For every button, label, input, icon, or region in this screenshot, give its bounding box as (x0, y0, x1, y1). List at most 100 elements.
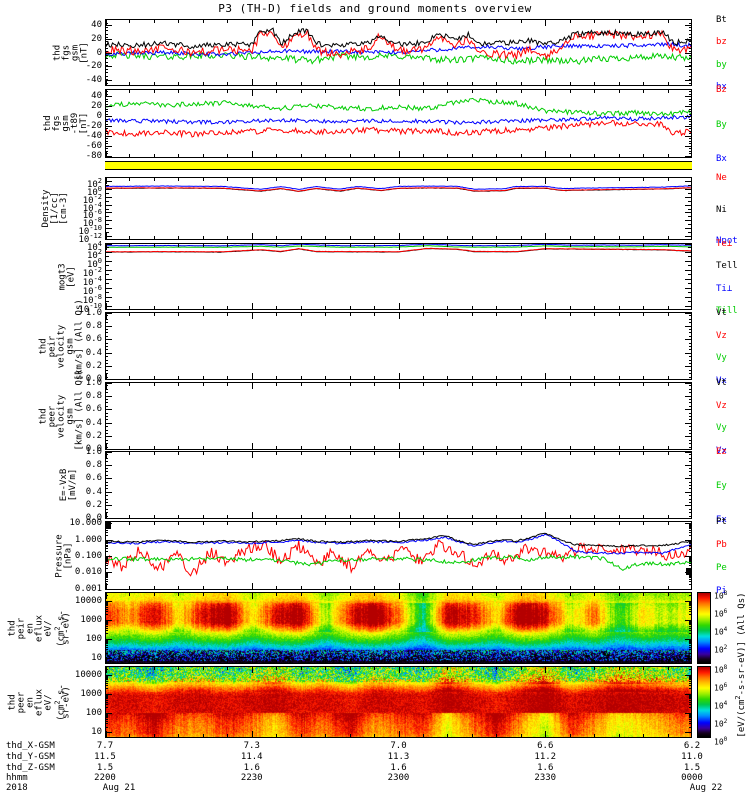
colorbar-peer (697, 666, 711, 738)
legend-Tell: Tell (716, 261, 738, 272)
legend-Till: Till (716, 306, 738, 316)
y-tick-label: 102 (86, 176, 102, 190)
panel-pressure (105, 521, 692, 590)
y-tick-label: 10-8 (82, 292, 102, 306)
y-tick-label: 104 (86, 240, 102, 253)
panel-spec_peir (105, 592, 692, 664)
y-tick-label: 10 (91, 727, 102, 738)
axis-value: 0000 (681, 773, 703, 783)
y-tick-label: 1.000 (74, 534, 102, 545)
y-tick-label: 40 (91, 19, 102, 30)
y-tick-label: 100 (85, 708, 102, 719)
y-tick-label: 0.0 (85, 444, 102, 454)
axis-label-fgs_t89: thd fgs gsm -t89 [nT] (42, 112, 89, 135)
y-tick-label: 0.4 (85, 417, 102, 428)
colorbar-tick-label: 102 (714, 644, 728, 655)
y-tick-label: -80 (85, 150, 102, 161)
y-tick-label: 40 (91, 91, 102, 102)
panel-fgs_t89 (105, 89, 692, 158)
quality-flag-bar (105, 161, 692, 170)
axis-row-label-thd_Y-GSM: thd_Y-GSM (6, 752, 55, 762)
y-tick-label: 0.0 (85, 513, 102, 523)
panel-vel_peer (105, 382, 692, 450)
colorbar-tick-label: 100 (714, 736, 728, 747)
legend-Bx: Bx (716, 154, 727, 164)
y-tick-label: 0.8 (85, 390, 102, 401)
spectrogram-spec_peir (105, 592, 692, 664)
panel-vel_peir (105, 312, 692, 380)
axis-value: 1.6 (243, 763, 260, 773)
spectrogram-spec_peer (105, 666, 692, 738)
y-tick-label: 10-2 (82, 192, 102, 206)
y-tick-label: 0.8 (85, 459, 102, 470)
colorbar-tick-label: 102 (714, 718, 728, 729)
legend-Vy: Vy (716, 353, 727, 364)
y-tick-label: 0.4 (85, 347, 102, 358)
y-tick-label: 0.6 (85, 334, 102, 345)
series-Pi (105, 533, 692, 555)
axis-value: 11.4 (240, 752, 263, 762)
legend-Te⊥: Te⊥ (716, 239, 733, 249)
legend-Vx: Vx (716, 446, 727, 456)
series-Te⊥ (105, 247, 692, 253)
panel-mogt3 (105, 243, 692, 310)
axis-row-label-2018: 2018 (6, 783, 28, 793)
legend-Pb: Pb (716, 540, 727, 550)
axis-value: 6.2 (683, 741, 701, 751)
y-tick-label: 10 (91, 653, 102, 664)
y-tick-label: 20 (91, 33, 102, 44)
panel-fgs (105, 19, 692, 86)
axis-value: 11.3 (387, 752, 410, 762)
y-tick-label: 10-4 (82, 274, 102, 288)
y-tick-label: 0.001 (74, 583, 102, 594)
axis-value: 7.3 (243, 741, 260, 751)
legend-Ez: Ez (716, 447, 727, 457)
axis-value: Aug 22 (689, 783, 723, 793)
y-tick-label: 0.4 (85, 486, 102, 497)
axis-value: 11.0 (681, 752, 703, 762)
panel-spec_peer (105, 666, 692, 738)
y-tick-label: 0.100 (74, 551, 102, 562)
colorbar-tick-label: 108 (714, 664, 728, 675)
legend-Vt: Vt (716, 308, 727, 318)
legend-Pi: Pi (716, 586, 727, 596)
legend-Vt: Vt (716, 378, 727, 388)
axis-value: 2230 (240, 773, 263, 783)
colorbar-tick-label: 104 (714, 626, 728, 637)
series-Pe (105, 553, 692, 572)
y-tick-label: 10-10 (78, 301, 103, 315)
colorbar-tick-label: 106 (714, 608, 728, 619)
axis-value: 6.6 (537, 741, 554, 751)
axis-value: 2200 (94, 773, 116, 783)
series-bx (105, 41, 692, 58)
legend-bx: bx (716, 82, 727, 92)
legend-By: By (716, 119, 727, 130)
axis-value: 11.5 (94, 752, 116, 762)
y-tick-label: 1000 (80, 615, 102, 626)
series-bz (105, 29, 692, 61)
legend-Vz: Vz (716, 330, 727, 341)
legend-Ne: Ne (716, 173, 727, 183)
series-by (105, 51, 692, 66)
y-tick-label: 0.2 (85, 500, 102, 511)
y-tick-label: 100 (86, 184, 102, 198)
y-tick-label: 0 (96, 47, 102, 58)
y-tick-label: 10000 (74, 670, 102, 681)
y-tick-label: 10-6 (82, 283, 102, 297)
axis-label-fgs: thd fgs gsm [nT] (52, 41, 89, 64)
axis-value: 1.6 (537, 763, 554, 773)
axis-value: 1.5 (683, 763, 701, 773)
y-tick-label: 100 (85, 634, 102, 645)
legend-Ti⊥: Ti⊥ (716, 283, 733, 294)
series-Ne (105, 187, 692, 192)
legend-Vz: Vz (716, 400, 727, 411)
axis-row-label-hhmm: hhmm (6, 773, 28, 783)
legend-Pt: Pt (716, 517, 727, 527)
y-tick-label: 1000 (80, 689, 102, 700)
axis-value: 2300 (387, 773, 410, 783)
axis-value: 1.6 (390, 763, 407, 773)
axis-value: Aug 21 (102, 783, 136, 793)
colorbar-tick-label: 106 (714, 682, 728, 693)
y-tick-label: 102 (86, 247, 102, 261)
y-tick-label: -40 (85, 130, 102, 141)
